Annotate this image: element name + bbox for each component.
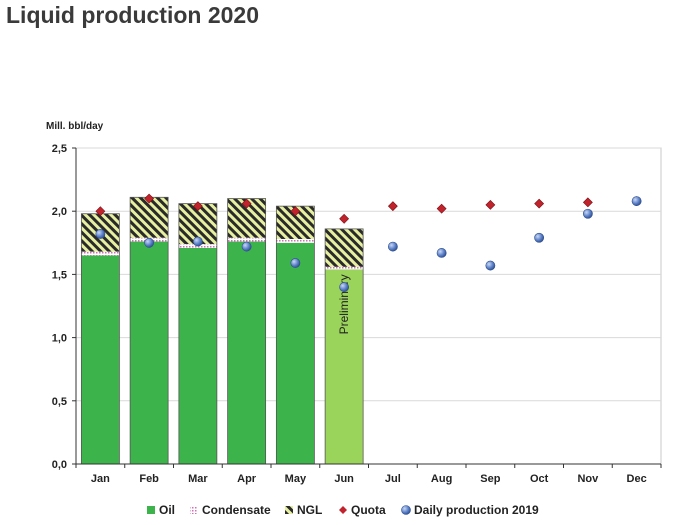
bar-oil [325,269,364,464]
quota-marker [387,201,398,212]
daily-production-marker [290,258,301,268]
legend-condensate-label: Condensate [202,503,271,517]
legend: Oil Condensate NGL Quota Daily production 20… [147,503,539,517]
quota-marker [485,199,496,210]
quota-marker [339,213,350,224]
x-tick-label: Mar [188,473,208,485]
daily-production-marker [631,196,642,206]
daily-production-marker [582,208,593,219]
bar-condensate [276,239,315,243]
bar-oil [130,241,169,464]
daily-production-marker [534,232,545,243]
x-tick-label: Sep [480,473,500,485]
bar-ngl [325,228,364,267]
daily-production-marker [485,260,496,271]
quota-marker [436,203,447,214]
legend-oil-label: Oil [159,503,175,517]
x-tick-label: May [285,473,307,485]
bars: Preliminary [80,196,364,465]
daily-production-marker [387,241,398,252]
y-axis-label: Mill. bbl/day [46,121,104,132]
bar-oil [227,241,266,464]
legend-daily-production-swatch [401,505,411,515]
daily-production-marker [144,237,155,248]
y-tick-label: 0,0 [52,459,67,471]
y-tick-label: 0,5 [52,396,67,408]
x-tick-label: Dec [627,473,647,485]
axes: 0,0 0,5 1,0 1,5 2,0 2,5 Jan Feb Mar Apr May Jun Jul A… [52,143,662,485]
grid [75,147,662,465]
x-tick-label: Aug [431,473,452,485]
x-tick-label: Jan [91,473,110,485]
daily-production-marker [339,282,350,292]
bar-ngl [130,197,169,238]
bar-condensate [325,266,364,270]
x-tick-label: Nov [577,473,599,485]
bar-condensate [81,251,120,256]
page-title: Liquid production 2020 [6,2,260,28]
legend-quota-swatch [339,506,347,514]
y-tick-label: 1,5 [52,269,67,281]
legend-condensate-swatch [190,506,198,514]
quota-marker [192,201,203,212]
daily-production-marker [192,236,203,247]
y-tick-label: 2,0 [52,206,67,218]
daily-production-marker [95,229,106,239]
legend-ngl-label: NGL [297,503,322,517]
x-tick-label: Jun [334,473,354,485]
quota-marker [582,197,593,208]
bar-oil [81,255,120,464]
legend-quota-label: Quota [351,503,386,517]
quota-marker [241,198,252,209]
daily-production-marker [436,248,447,258]
legend-oil-swatch [147,506,155,514]
bar-oil [276,242,315,464]
y-tick-label: 1,0 [52,333,67,345]
y-tick-label: 2,5 [52,143,67,155]
quota-marker [290,206,301,217]
markers [95,193,642,292]
bar-condensate [227,237,266,242]
bar-oil [178,247,217,464]
x-tick-label: Apr [237,473,257,485]
quota-marker [534,198,545,209]
x-tick-label: Jul [385,473,401,485]
daily-production-marker [241,241,252,252]
x-tick-label: Oct [530,473,549,485]
legend-daily-production-label: Daily production 2019 [414,503,539,517]
quota-marker [95,206,106,217]
legend-ngl-swatch [285,506,293,514]
quota-marker [144,193,155,204]
x-tick-label: Feb [139,473,159,485]
plot-area [75,147,662,465]
